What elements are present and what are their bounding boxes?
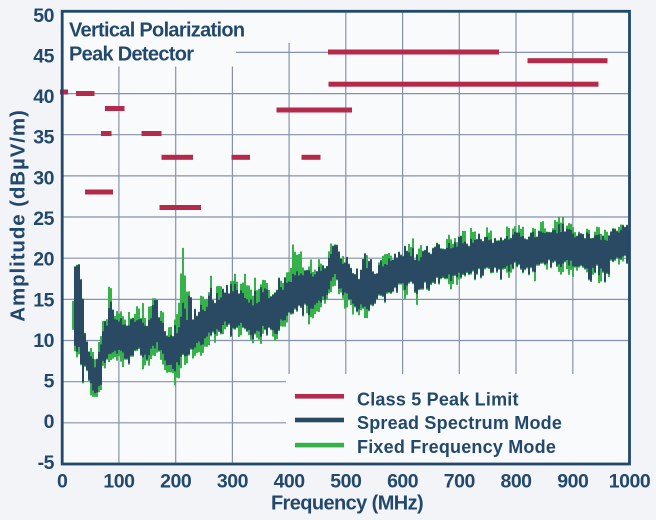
svg-text:700: 700 <box>444 471 476 493</box>
svg-text:0: 0 <box>57 471 68 493</box>
svg-text:20: 20 <box>33 249 54 271</box>
svg-text:25: 25 <box>33 208 54 230</box>
svg-text:300: 300 <box>217 471 249 493</box>
svg-text:-5: -5 <box>38 452 55 474</box>
svg-text:0: 0 <box>44 411 55 433</box>
svg-text:Fixed Frequency Mode: Fixed Frequency Mode <box>357 437 556 457</box>
svg-text:1000: 1000 <box>609 471 651 493</box>
svg-text:900: 900 <box>557 471 589 493</box>
svg-text:400: 400 <box>274 471 306 493</box>
svg-text:15: 15 <box>33 289 54 311</box>
svg-text:Vertical Polarization: Vertical Polarization <box>69 20 244 42</box>
svg-text:100: 100 <box>103 471 135 493</box>
svg-text:5: 5 <box>44 371 55 393</box>
svg-text:200: 200 <box>160 471 192 493</box>
svg-text:Spread Spectrum Mode: Spread Spectrum Mode <box>357 413 562 433</box>
svg-text:600: 600 <box>387 471 419 493</box>
svg-text:Amplitude (dBµV/m): Amplitude (dBµV/m) <box>7 109 30 322</box>
svg-text:Frequency (MHz): Frequency (MHz) <box>271 493 423 515</box>
svg-text:Class 5 Peak Limit: Class 5 Peak Limit <box>357 390 519 410</box>
svg-text:500: 500 <box>330 471 362 493</box>
svg-text:10: 10 <box>33 330 54 352</box>
svg-text:Peak Detector: Peak Detector <box>69 44 194 66</box>
svg-text:30: 30 <box>33 167 54 189</box>
svg-text:40: 40 <box>33 86 54 108</box>
svg-text:800: 800 <box>500 471 532 493</box>
svg-text:50: 50 <box>33 5 54 27</box>
svg-text:35: 35 <box>33 127 54 149</box>
svg-text:45: 45 <box>33 45 54 67</box>
